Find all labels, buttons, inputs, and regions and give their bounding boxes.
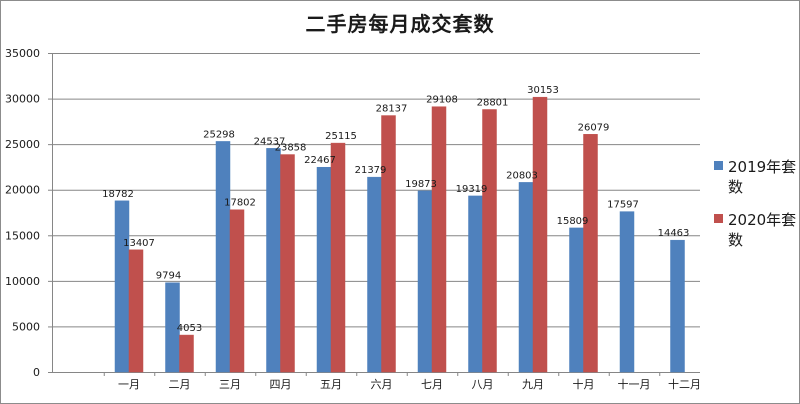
data-label-2019: 9794 <box>156 271 181 282</box>
bar-2020 <box>179 334 194 373</box>
y-tick-label: 0 <box>33 366 40 379</box>
x-tick-label: 五月 <box>320 378 342 391</box>
x-tick-label: 一月 <box>118 378 140 391</box>
bar-2020 <box>280 154 295 373</box>
data-label-2019: 25298 <box>203 129 235 140</box>
bar-2020 <box>381 115 396 373</box>
x-tick-label: 七月 <box>421 378 443 391</box>
x-tick-label: 八月 <box>472 378 494 391</box>
bar-2020 <box>330 142 346 373</box>
data-label-2020: 17802 <box>224 198 256 209</box>
data-label-2019: 18782 <box>102 189 134 200</box>
data-label-2019: 14463 <box>658 228 690 239</box>
y-tick-label: 35000 <box>5 47 40 60</box>
legend-swatch-2020 <box>714 214 723 223</box>
y-tick-labels: 0 5000 10000 15000 20000 25000 30000 35000 <box>5 47 40 379</box>
data-label-2020: 4053 <box>177 323 202 334</box>
bar-2019 <box>266 148 281 373</box>
y-tick-label: 15000 <box>5 229 40 242</box>
x-tick-label: 四月 <box>270 378 292 391</box>
bar-2019 <box>316 166 332 373</box>
y-tick-label: 30000 <box>5 93 40 106</box>
legend-label-2020: 2020年套数 <box>728 211 797 249</box>
chart-title: 二手房每月成交套数 <box>305 12 495 36</box>
bar-2019 <box>670 239 685 373</box>
x-tick-label: 二月 <box>169 378 191 391</box>
bar-2020 <box>583 134 598 373</box>
bar-2019 <box>114 200 130 373</box>
data-label-2019: 17597 <box>607 200 639 211</box>
data-label-2020: 30153 <box>527 85 559 96</box>
bar-2019 <box>417 190 433 373</box>
y-tick-label: 20000 <box>5 184 40 197</box>
data-label-2019: 19873 <box>405 179 437 190</box>
bar-2019 <box>165 282 180 373</box>
y-tick-label: 25000 <box>5 138 40 151</box>
bar-2019 <box>367 176 382 373</box>
data-label-2020: 25115 <box>325 131 357 142</box>
axes <box>48 53 700 376</box>
bar-2020 <box>482 109 497 373</box>
data-label-2020: 23858 <box>275 143 307 154</box>
bars <box>114 96 685 373</box>
legend-swatch-2019 <box>714 161 723 170</box>
data-label-2020: 28137 <box>376 104 408 115</box>
data-label-2019: 20803 <box>506 170 538 181</box>
data-label-2019: 15809 <box>557 216 589 227</box>
bar-2019 <box>619 211 635 373</box>
x-tick-label: 六月 <box>371 378 393 391</box>
data-label-2019: 21379 <box>355 165 387 176</box>
bar-2019 <box>215 141 231 373</box>
data-label-2019: 19319 <box>456 184 488 195</box>
bar-2020 <box>229 209 245 373</box>
bar-2019 <box>518 182 534 373</box>
data-label-2020: 28801 <box>477 97 509 108</box>
x-tick-label: 十月 <box>573 377 595 391</box>
data-label-2019: 24537 <box>254 136 286 147</box>
x-tick-labels: 一月 二月 三月 四月 五月 六月 七月 八月 九月 十月 十一月 十二月 <box>118 377 701 391</box>
bar-2020 <box>128 249 144 373</box>
data-label-2020: 13407 <box>123 238 155 249</box>
data-label-2020: 26079 <box>578 122 610 133</box>
x-tick-label: 九月 <box>522 378 544 391</box>
y-tick-label: 5000 <box>12 320 40 333</box>
x-tick-label: 十二月 <box>668 377 701 391</box>
y-tick-label: 10000 <box>5 275 40 288</box>
bar-2020 <box>532 96 548 373</box>
bar-2019 <box>468 195 483 373</box>
x-tick-label: 十一月 <box>618 377 651 391</box>
bar-2020 <box>431 106 447 373</box>
x-tick-label: 三月 <box>219 378 241 391</box>
data-label-2019: 22467 <box>304 155 336 166</box>
legend-label-2019: 2019年套数 <box>728 158 797 196</box>
data-label-2020: 29108 <box>426 95 458 106</box>
data-labels: 18782 9794 25298 24537 22467 21379 19873 19319 2… <box>102 85 689 334</box>
bar-2019 <box>569 227 584 373</box>
